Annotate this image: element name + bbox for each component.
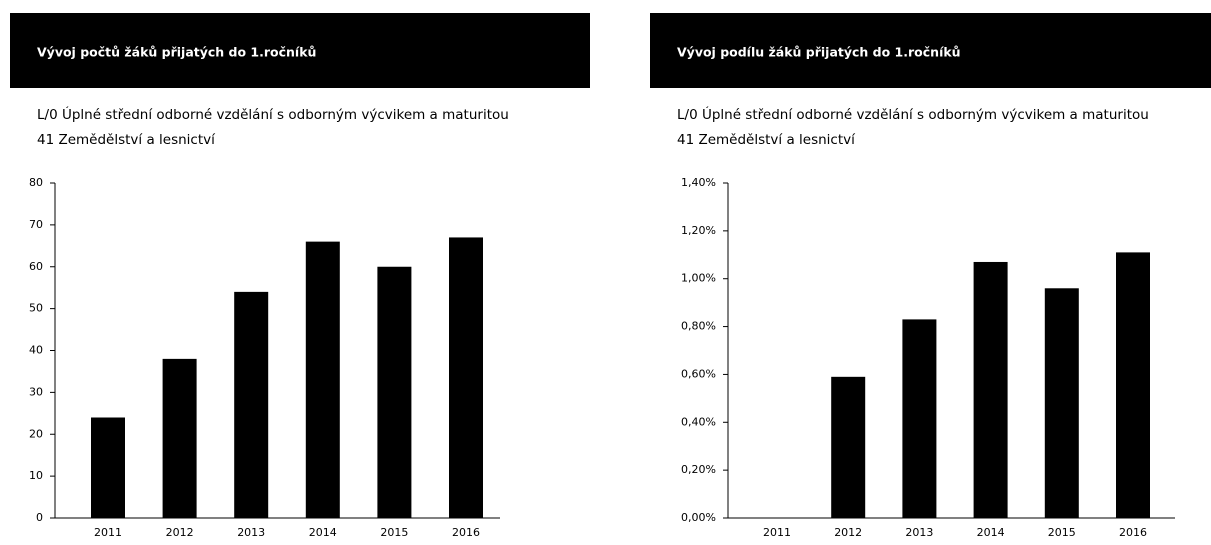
y-tick-label: 1,40% <box>681 176 716 189</box>
x-tick-label: 2015 <box>380 526 408 539</box>
bar <box>377 266 412 518</box>
bar <box>234 291 269 518</box>
bar <box>902 319 937 518</box>
y-tick-label: 80 <box>29 176 43 189</box>
x-tick-label: 2012 <box>834 526 862 539</box>
y-tick-label: 50 <box>29 302 43 315</box>
x-tick-label: 2014 <box>309 526 337 539</box>
y-tick-label: 70 <box>29 218 43 231</box>
bar <box>91 417 125 518</box>
y-tick-label: 40 <box>29 344 43 357</box>
y-tick-label: 1,20% <box>681 224 716 237</box>
header-bar <box>650 13 1211 88</box>
x-tick-label: 2016 <box>452 526 480 539</box>
x-tick-label: 2016 <box>1119 526 1147 539</box>
chart-title: Vývoj počtů žáků přijatých do 1.ročníků <box>37 45 316 60</box>
bar <box>831 376 866 518</box>
x-tick-label: 2015 <box>1048 526 1076 539</box>
bar <box>162 358 197 518</box>
header-bar <box>10 13 590 88</box>
chart-subtitle: L/0 Úplné střední odborné vzdělání s odb… <box>37 105 509 123</box>
y-tick-label: 30 <box>29 385 43 398</box>
bar <box>1044 288 1079 518</box>
x-tick-label: 2011 <box>763 526 791 539</box>
y-tick-label: 60 <box>29 260 43 273</box>
bar <box>1116 252 1150 518</box>
y-tick-label: 0 <box>36 511 43 524</box>
y-tick-label: 20 <box>29 427 43 440</box>
bar <box>973 261 1008 518</box>
x-tick-label: 2013 <box>237 526 265 539</box>
chart-title: Vývoj podílu žáků přijatých do 1.ročníků <box>677 45 961 60</box>
y-tick-label: 0,00% <box>681 511 716 524</box>
x-tick-label: 2012 <box>166 526 194 539</box>
chart-subtitle: L/0 Úplné střední odborné vzdělání s odb… <box>677 105 1149 123</box>
chart-subtitle: 41 Zemědělství a lesnictví <box>677 132 856 148</box>
y-tick-label: 1,00% <box>681 272 716 285</box>
y-tick-label: 0,80% <box>681 320 716 333</box>
bar <box>449 237 483 518</box>
x-tick-label: 2011 <box>94 526 122 539</box>
x-tick-label: 2013 <box>905 526 933 539</box>
x-tick-label: 2014 <box>977 526 1005 539</box>
y-tick-label: 0,60% <box>681 367 716 380</box>
y-tick-label: 10 <box>29 469 43 482</box>
bar <box>305 241 340 518</box>
y-tick-label: 0,20% <box>681 463 716 476</box>
chart-subtitle: 41 Zemědělství a lesnictví <box>37 132 216 148</box>
y-tick-label: 0,40% <box>681 415 716 428</box>
